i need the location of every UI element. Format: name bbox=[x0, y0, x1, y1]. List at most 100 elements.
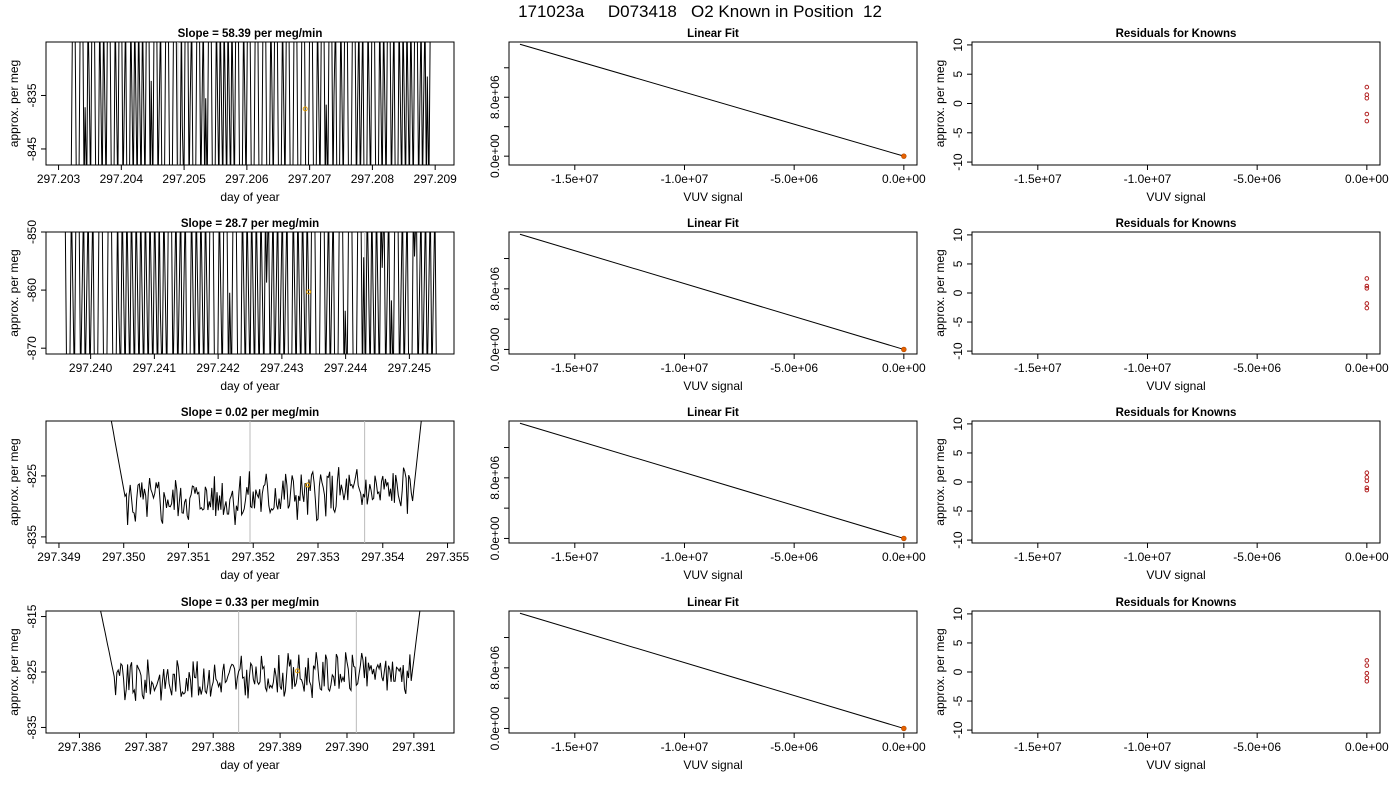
y-tick-label: 8.0e+06 bbox=[488, 267, 502, 311]
residual-point bbox=[1364, 663, 1370, 668]
plot-frame bbox=[508, 41, 918, 166]
panel-title: Slope = 58.39 per meg/min bbox=[178, 28, 323, 40]
y-tick-label: -835 bbox=[25, 83, 39, 107]
fit-line bbox=[519, 612, 904, 729]
fit-line bbox=[519, 233, 904, 350]
series-line bbox=[64, 232, 437, 354]
y-tick-label: -835 bbox=[25, 715, 39, 739]
y-tick-label: 0.0e+00 bbox=[488, 516, 502, 560]
panel-title: Linear Fit bbox=[687, 407, 739, 419]
x-axis-label: VUV signal bbox=[683, 379, 742, 393]
y-tick-label: -5 bbox=[951, 695, 965, 706]
residual-point bbox=[1364, 485, 1370, 491]
panel-fit-1: Linear Fit VUV signal -1.5e+07 -1.0e+07 -5.0… bbox=[488, 28, 926, 204]
plot-frame bbox=[508, 231, 918, 355]
y-tick-label: 10 bbox=[951, 607, 965, 621]
y-tick-label: -870 bbox=[25, 336, 39, 360]
x-tick-label: -1.5e+07 bbox=[1014, 550, 1062, 564]
plot-frame bbox=[971, 231, 1381, 355]
x-tick-label: 297.240 bbox=[69, 361, 113, 375]
x-tick-label: 297.352 bbox=[232, 550, 276, 564]
x-tick-label: 297.203 bbox=[37, 172, 81, 186]
series-line bbox=[110, 421, 422, 526]
x-tick-label: -5.0e+06 bbox=[770, 740, 818, 754]
y-tick-label: -825 bbox=[25, 464, 39, 488]
y-tick-label: -815 bbox=[25, 604, 39, 628]
panel-fit-2: Linear Fit VUV signal -1.5e+07 -1.0e+07 -5.0… bbox=[488, 218, 926, 393]
fit-line bbox=[519, 422, 904, 539]
residual-point bbox=[1364, 283, 1370, 289]
x-tick-label: 0.0e+00 bbox=[882, 361, 926, 375]
y-tick-label: 5 bbox=[951, 71, 965, 78]
x-tick-label: 297.355 bbox=[426, 550, 470, 564]
panel-residual-1: Residuals for Knowns VUV signal approx. pe… bbox=[933, 28, 1389, 204]
x-tick-label: -5.0e+06 bbox=[1233, 740, 1281, 754]
y-axis-label: approx. per meg bbox=[7, 438, 21, 525]
x-tick-label: 297.207 bbox=[288, 172, 332, 186]
x-tick-label: 297.388 bbox=[192, 740, 236, 754]
x-tick-label: 297.245 bbox=[388, 361, 432, 375]
y-axis-label: approx. per meg bbox=[933, 628, 947, 715]
y-tick-label: 0 bbox=[951, 289, 965, 296]
residual-point bbox=[1364, 470, 1370, 476]
y-tick-label: 0 bbox=[951, 668, 965, 675]
x-tick-label: -5.0e+06 bbox=[770, 361, 818, 375]
panel-residual-2: Residuals for Knowns VUV signal approx. pe… bbox=[933, 218, 1389, 393]
known-marker bbox=[305, 482, 311, 488]
panel-title: Residuals for Knowns bbox=[1116, 407, 1237, 419]
y-tick-label: 0 bbox=[951, 100, 965, 107]
panel-title: Slope = 28.7 per meg/min bbox=[181, 218, 319, 230]
x-tick-label: -1.5e+07 bbox=[1014, 361, 1062, 375]
residual-point bbox=[1364, 478, 1370, 484]
x-tick-label: -1.5e+07 bbox=[1014, 740, 1062, 754]
y-tick-label: 5 bbox=[951, 260, 965, 267]
y-tick-label: -860 bbox=[25, 278, 39, 302]
x-tick-label: -1.0e+07 bbox=[661, 172, 709, 186]
x-tick-label: 297.204 bbox=[100, 172, 144, 186]
y-tick-label: -10 bbox=[951, 531, 965, 549]
x-axis-label: VUV signal bbox=[1146, 379, 1205, 393]
panel-title: Residuals for Knowns bbox=[1116, 597, 1237, 609]
x-tick-label: 297.387 bbox=[125, 740, 169, 754]
panel-series-1: Slope = 58.39 per meg/min day of year appr… bbox=[7, 28, 457, 204]
y-tick-label: -845 bbox=[25, 137, 39, 161]
y-tick-label: -835 bbox=[25, 525, 39, 549]
panel-title: Slope = 0.33 per meg/min bbox=[181, 597, 319, 609]
x-tick-label: 297.386 bbox=[58, 740, 102, 754]
y-tick-label: 8.0e+06 bbox=[488, 456, 502, 500]
residual-point bbox=[1364, 658, 1370, 663]
x-tick-label: 0.0e+00 bbox=[1345, 550, 1389, 564]
x-axis-label: VUV signal bbox=[683, 190, 742, 204]
x-tick-label: 297.209 bbox=[413, 172, 457, 186]
panel-series-2: Slope = 28.7 per meg/min day of year appro… bbox=[7, 218, 455, 393]
panel-fit-3: Linear Fit VUV signal -1.5e+07 -1.0e+07 -5.0… bbox=[488, 407, 926, 582]
x-tick-label: 0.0e+00 bbox=[1345, 740, 1389, 754]
x-tick-label: 297.351 bbox=[167, 550, 211, 564]
residual-point bbox=[1364, 286, 1370, 291]
panel-title: Linear Fit bbox=[687, 597, 739, 609]
x-tick-label: -1.0e+07 bbox=[1124, 361, 1172, 375]
x-tick-label: 297.206 bbox=[225, 172, 269, 186]
x-tick-label: 297.350 bbox=[102, 550, 146, 564]
panel-residual-4: Residuals for Knowns VUV signal approx. pe… bbox=[933, 597, 1389, 772]
x-tick-label: 297.354 bbox=[361, 550, 405, 564]
x-tick-label: 297.243 bbox=[260, 361, 304, 375]
panel-title: Residuals for Knowns bbox=[1116, 218, 1237, 230]
series-line bbox=[100, 611, 421, 701]
panel-series-4: Slope = 0.33 per meg/min day of year appro… bbox=[7, 597, 455, 772]
x-tick-label: 297.208 bbox=[351, 172, 395, 186]
residual-point bbox=[1364, 84, 1370, 90]
x-axis-label: day of year bbox=[220, 568, 279, 582]
y-tick-label: 5 bbox=[951, 639, 965, 646]
x-tick-label: -1.5e+07 bbox=[551, 361, 599, 375]
panel-title: Residuals for Knowns bbox=[1116, 28, 1237, 40]
plot-frame bbox=[508, 610, 918, 734]
y-tick-label: 0.0e+00 bbox=[488, 134, 502, 178]
plot-frame bbox=[971, 610, 1381, 734]
panel-series-3: Slope = 0.02 per meg/min day of year appro… bbox=[7, 407, 470, 582]
x-tick-label: 0.0e+00 bbox=[882, 550, 926, 564]
y-tick-label: -10 bbox=[951, 721, 965, 739]
residual-point bbox=[1364, 670, 1370, 676]
y-tick-label: 0.0e+00 bbox=[488, 706, 502, 750]
